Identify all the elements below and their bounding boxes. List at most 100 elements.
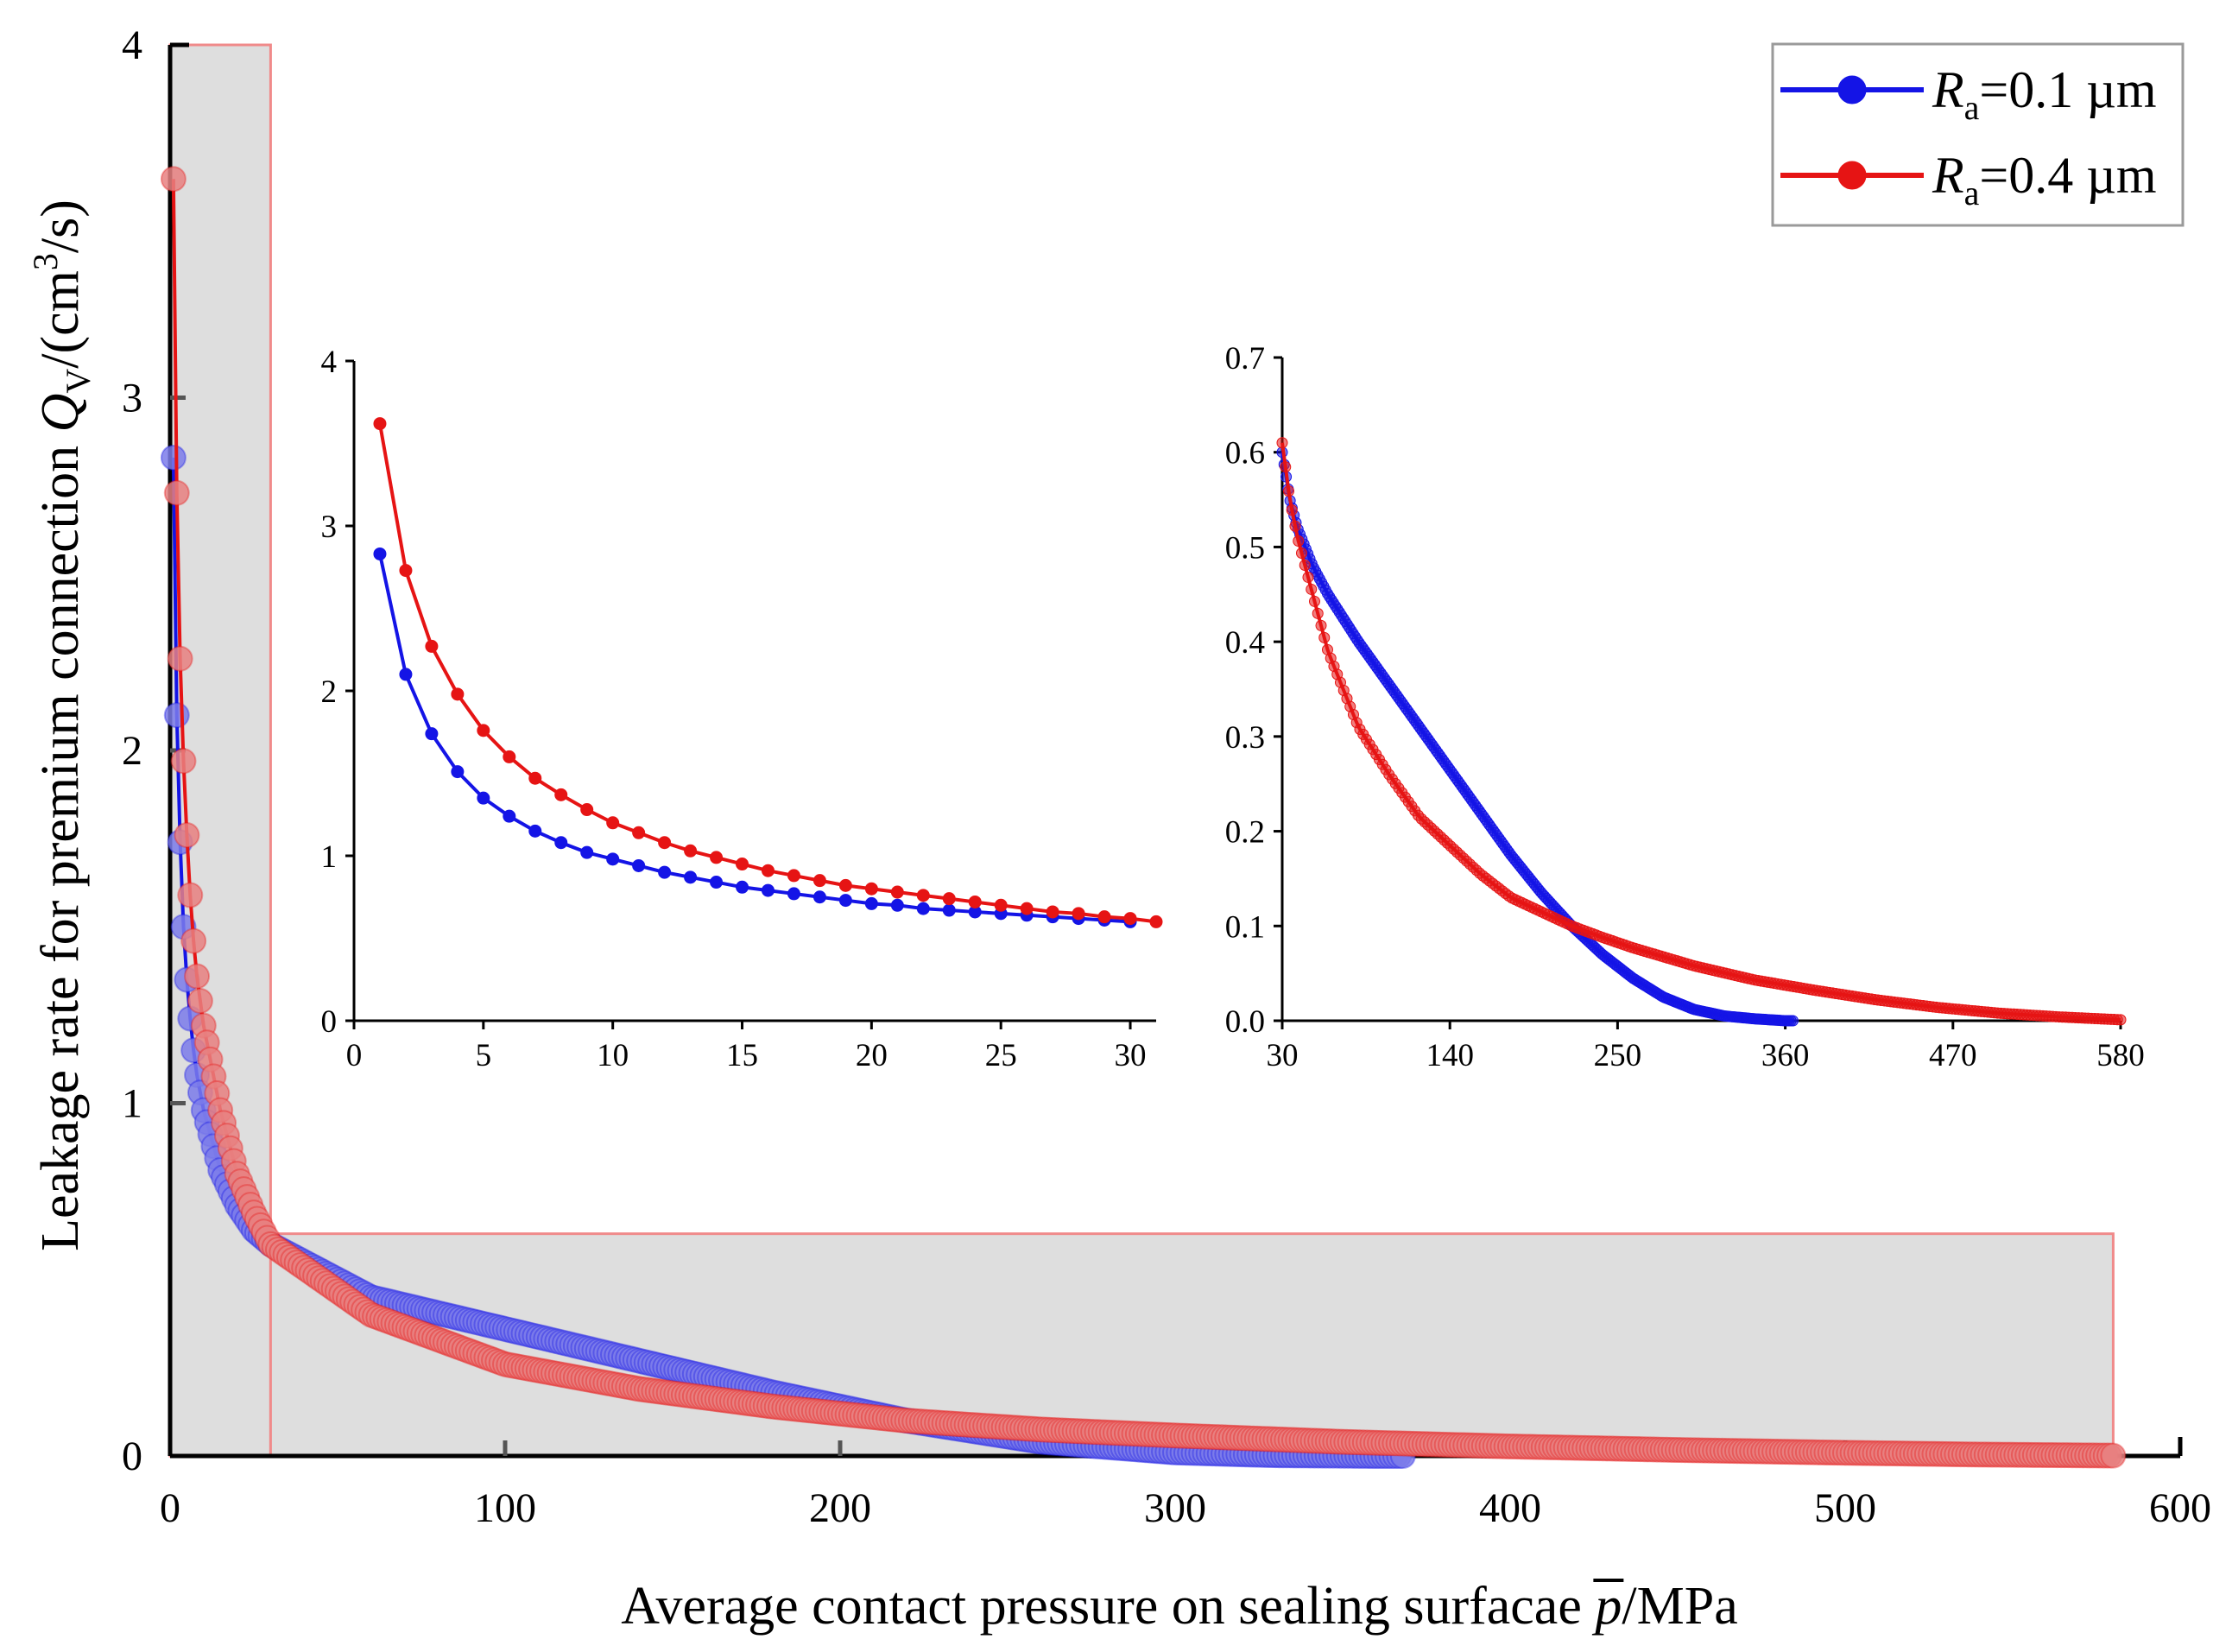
inset-point <box>838 878 852 892</box>
x-tick-label-200: 200 <box>809 1485 871 1531</box>
inset-x-tick-label-30: 30 <box>1267 1038 1299 1073</box>
main-point <box>2100 1442 2127 1469</box>
inset-point <box>528 824 542 838</box>
inset-point <box>864 882 878 896</box>
inset-point <box>425 639 439 653</box>
main-plot-area <box>160 166 2127 1469</box>
inset-point <box>1280 461 1292 473</box>
inset-x-tick-label-5: 5 <box>476 1038 492 1073</box>
inset-point <box>1312 607 1324 619</box>
main-point <box>160 444 187 471</box>
inset-point <box>761 864 775 877</box>
x-tick-label-100: 100 <box>474 1485 536 1531</box>
inset-point <box>580 845 594 859</box>
inset-point <box>787 887 800 901</box>
inset-point <box>736 858 749 871</box>
main-series-ra-0-4 <box>160 166 2127 1469</box>
inset-y-tick-label-0.3: 0.3 <box>1225 720 1265 756</box>
inset-point <box>1097 910 1111 924</box>
x-tick-label-400: 400 <box>1479 1485 1541 1531</box>
inset-series-ra-0-4 <box>373 417 1163 928</box>
inset-x-tick-label-140: 140 <box>1426 1038 1474 1073</box>
inset-point <box>425 727 439 741</box>
inset-point <box>812 890 826 904</box>
legend-marker-red <box>1837 161 1867 190</box>
inset-x-tick-label-250: 250 <box>1594 1038 1642 1073</box>
inset-point <box>890 898 904 912</box>
inset-point <box>1286 504 1298 516</box>
main-point <box>167 645 193 672</box>
inset-point <box>838 894 852 908</box>
inset-point <box>1276 437 1288 449</box>
main-point <box>174 822 200 849</box>
x-tick-label-0: 0 <box>160 1485 180 1531</box>
x-axis-title: Average contact pressure on sealing surf… <box>621 1577 1737 1636</box>
main-point <box>160 166 187 193</box>
inset-x-tick-label-0: 0 <box>346 1038 363 1073</box>
legend-label-ra-0-4: Ra=0.4 µm <box>1932 147 2157 212</box>
inset-point <box>916 902 930 915</box>
inset-series-ra-0-1 <box>373 547 1137 928</box>
y-axis-title: Leakage rate for premium connection QV/(… <box>26 199 98 1251</box>
inset-point <box>942 903 956 917</box>
inset-x-tick-label-10: 10 <box>597 1038 629 1073</box>
inset-point <box>942 892 956 906</box>
inset-point <box>1293 535 1305 548</box>
inset-y-tick-label-0.4: 0.4 <box>1225 625 1265 661</box>
inset-point <box>864 896 878 910</box>
inset-point <box>1308 595 1320 607</box>
legend: Ra=0.1 µm Ra=0.4 µm <box>1771 42 2185 227</box>
inset-point <box>812 874 826 888</box>
inset-point <box>632 826 646 839</box>
inset-point <box>684 844 698 858</box>
inset-y-tick-label-0.2: 0.2 <box>1225 815 1265 851</box>
inset-x-tick-label-15: 15 <box>726 1038 758 1073</box>
inset-series-ra-0-4 <box>1276 437 2127 1026</box>
inset-point <box>451 765 465 779</box>
inset-point <box>399 564 413 578</box>
y-tick-label-3: 3 <box>122 376 142 421</box>
inset-point <box>890 885 904 899</box>
inset-x-tick-label-20: 20 <box>856 1038 888 1073</box>
inset-point <box>968 895 982 908</box>
x-axis-variable: p <box>1591 1577 1622 1636</box>
inset-point <box>606 816 620 830</box>
inset-y-tick-label-3: 3 <box>321 510 338 545</box>
inset-point <box>684 870 698 884</box>
y-tick-label-0: 0 <box>122 1434 142 1479</box>
inset-point <box>503 750 516 763</box>
inset-x-tick-label-30: 30 <box>1115 1038 1147 1073</box>
inset-point <box>710 876 724 889</box>
inset-point <box>580 803 594 817</box>
inset-y-tick-label-0: 0 <box>321 1004 338 1040</box>
inset-y-tick-label-0: 0.0 <box>1225 1004 1265 1040</box>
inset-point <box>658 836 672 850</box>
inset-point <box>1318 631 1331 643</box>
inset-series-ra-0-1 <box>1276 446 1799 1027</box>
x-tick-label-600: 600 <box>2149 1485 2211 1531</box>
inset-x-tick-label-25: 25 <box>985 1038 1017 1073</box>
legend-marker-blue <box>1837 75 1867 104</box>
inset-point <box>710 851 724 864</box>
inset-y-tick-label-0.1: 0.1 <box>1225 909 1265 945</box>
inset-x-tick-label-470: 470 <box>1929 1038 1977 1073</box>
inset-x-tick-label-360: 360 <box>1761 1038 1810 1073</box>
inset-line <box>1280 442 2121 1022</box>
inset-point <box>2115 1014 2127 1026</box>
inset-point <box>761 883 775 897</box>
main-point <box>177 882 204 908</box>
legend-label-ra-0-1: Ra=0.1 µm <box>1932 61 2157 127</box>
inset-point <box>632 858 646 872</box>
inset-point <box>451 687 465 701</box>
inset-point <box>1315 619 1327 631</box>
inset-point <box>736 880 749 894</box>
inset-point <box>373 547 387 560</box>
legend-entry-ra-0-4: Ra=0.4 µm <box>1780 147 2157 212</box>
inset-point <box>554 788 568 801</box>
inset-point <box>1302 571 1314 583</box>
inset-point <box>787 869 800 883</box>
main-point <box>187 988 213 1015</box>
inset-y-tick-label-4: 4 <box>321 345 338 380</box>
inset-point <box>994 898 1008 912</box>
